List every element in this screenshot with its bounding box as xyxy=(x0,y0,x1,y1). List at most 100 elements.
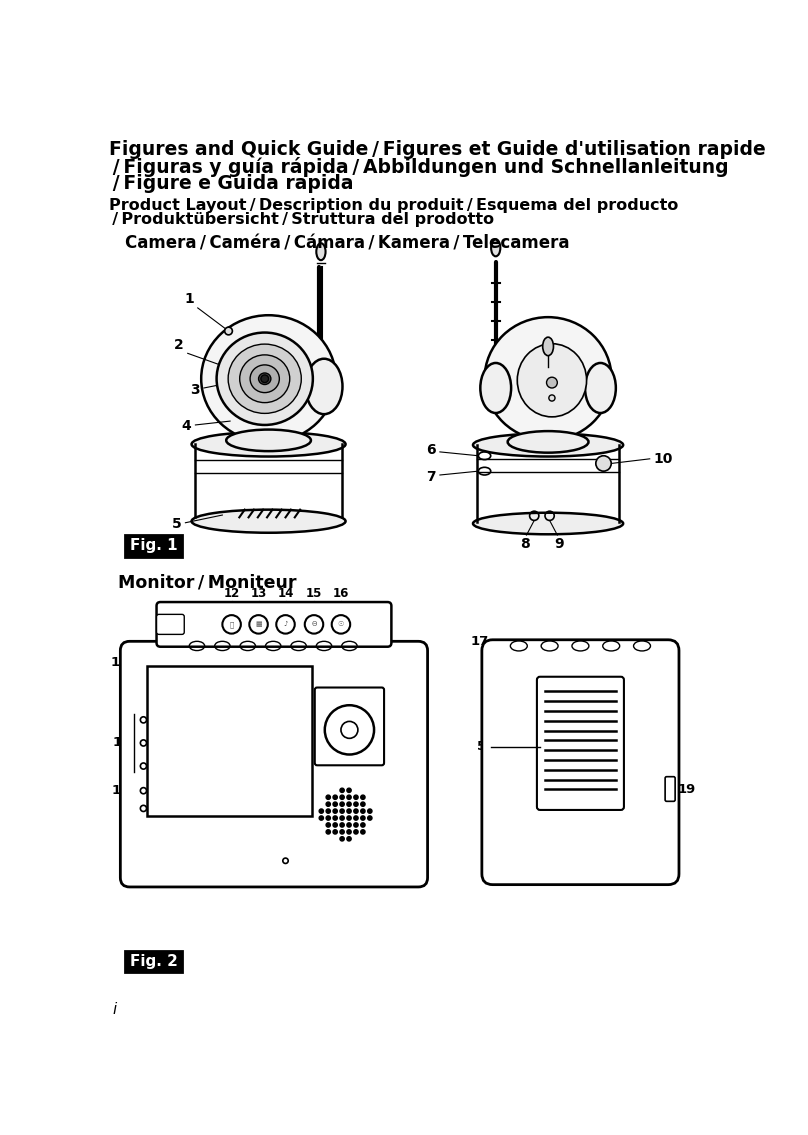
Text: 8: 8 xyxy=(386,855,396,867)
Text: 11: 11 xyxy=(112,737,130,749)
Circle shape xyxy=(261,375,268,382)
Ellipse shape xyxy=(191,432,346,456)
Text: 9: 9 xyxy=(554,537,564,552)
FancyBboxPatch shape xyxy=(157,614,184,634)
Text: 14: 14 xyxy=(277,587,293,599)
Circle shape xyxy=(347,816,351,821)
Text: Θ: Θ xyxy=(311,621,317,628)
Circle shape xyxy=(368,816,372,821)
Text: 13: 13 xyxy=(250,587,267,599)
Circle shape xyxy=(333,802,337,806)
Ellipse shape xyxy=(240,355,290,403)
Text: ⏻: ⏻ xyxy=(229,621,234,628)
Circle shape xyxy=(333,796,337,799)
Text: 8: 8 xyxy=(520,537,530,552)
FancyBboxPatch shape xyxy=(125,951,183,973)
Text: 10: 10 xyxy=(112,784,130,797)
Text: 15: 15 xyxy=(305,587,322,599)
Text: 9: 9 xyxy=(121,802,130,815)
Text: ☉: ☉ xyxy=(338,621,344,628)
Circle shape xyxy=(340,809,344,814)
Text: 1: 1 xyxy=(184,292,194,305)
Text: 7: 7 xyxy=(427,470,436,484)
Circle shape xyxy=(340,816,344,821)
Ellipse shape xyxy=(316,243,326,260)
Ellipse shape xyxy=(201,316,336,443)
Text: 3: 3 xyxy=(386,711,396,723)
Ellipse shape xyxy=(507,431,588,453)
Text: / Figure e Guida rapida: / Figure e Guida rapida xyxy=(109,174,354,193)
FancyBboxPatch shape xyxy=(157,602,391,647)
Text: 2: 2 xyxy=(174,338,184,352)
Text: 17: 17 xyxy=(470,636,489,648)
Circle shape xyxy=(340,830,344,834)
FancyBboxPatch shape xyxy=(315,688,384,765)
Text: □: □ xyxy=(151,788,158,793)
Text: 19: 19 xyxy=(677,782,696,796)
Ellipse shape xyxy=(217,333,313,424)
Circle shape xyxy=(354,802,358,806)
Ellipse shape xyxy=(491,239,500,257)
Ellipse shape xyxy=(585,363,616,413)
Circle shape xyxy=(360,802,365,806)
Circle shape xyxy=(333,830,337,834)
Circle shape xyxy=(340,788,344,792)
Circle shape xyxy=(333,816,337,821)
Ellipse shape xyxy=(485,317,612,440)
Circle shape xyxy=(340,836,344,841)
Circle shape xyxy=(347,802,351,806)
Circle shape xyxy=(360,796,365,799)
Text: Figures and Quick Guide / Figures et Guide d'utilisation rapide: Figures and Quick Guide / Figures et Gui… xyxy=(109,140,766,159)
Circle shape xyxy=(333,809,337,814)
Text: ——: —— xyxy=(151,806,165,812)
Text: 5: 5 xyxy=(478,740,486,754)
Text: 6: 6 xyxy=(427,444,436,457)
FancyBboxPatch shape xyxy=(482,640,679,884)
FancyBboxPatch shape xyxy=(120,641,427,886)
Circle shape xyxy=(347,796,351,799)
Text: 2: 2 xyxy=(386,698,395,711)
Circle shape xyxy=(340,802,344,806)
Circle shape xyxy=(326,830,330,834)
Circle shape xyxy=(546,377,558,388)
Circle shape xyxy=(340,823,344,827)
Text: 6: 6 xyxy=(386,746,396,758)
Circle shape xyxy=(225,327,233,335)
Text: 5: 5 xyxy=(386,733,395,747)
Ellipse shape xyxy=(226,429,311,451)
Circle shape xyxy=(354,830,358,834)
Ellipse shape xyxy=(259,373,271,385)
FancyBboxPatch shape xyxy=(537,676,624,810)
Circle shape xyxy=(354,816,358,821)
Ellipse shape xyxy=(480,363,511,413)
Circle shape xyxy=(549,395,555,401)
Ellipse shape xyxy=(543,337,553,355)
Text: ♪: ♪ xyxy=(284,621,288,628)
Ellipse shape xyxy=(228,344,301,413)
Circle shape xyxy=(326,796,330,799)
Text: 1: 1 xyxy=(111,656,120,669)
Text: 18: 18 xyxy=(563,658,582,671)
Circle shape xyxy=(333,823,337,827)
Circle shape xyxy=(326,809,330,814)
Circle shape xyxy=(595,456,611,471)
Circle shape xyxy=(340,796,344,799)
Text: ▦: ▦ xyxy=(255,621,262,628)
Circle shape xyxy=(360,823,365,827)
Circle shape xyxy=(326,823,330,827)
Circle shape xyxy=(368,809,372,814)
Text: 12: 12 xyxy=(224,587,240,599)
Circle shape xyxy=(347,823,351,827)
FancyBboxPatch shape xyxy=(665,776,675,801)
Circle shape xyxy=(319,816,323,821)
Ellipse shape xyxy=(473,513,623,535)
Ellipse shape xyxy=(250,364,280,393)
Circle shape xyxy=(347,809,351,814)
Circle shape xyxy=(354,796,358,799)
Text: Monitor / Moniteur: Monitor / Moniteur xyxy=(119,573,297,591)
Circle shape xyxy=(326,802,330,806)
Text: Camera / Caméra / Cámara / Kamera / Telecamera: Camera / Caméra / Cámara / Kamera / Tele… xyxy=(124,235,569,253)
Text: 4: 4 xyxy=(182,419,191,432)
Text: 16: 16 xyxy=(333,587,349,599)
Text: / Produktübersicht / Struttura del prodotto: / Produktübersicht / Struttura del prodo… xyxy=(109,212,494,227)
